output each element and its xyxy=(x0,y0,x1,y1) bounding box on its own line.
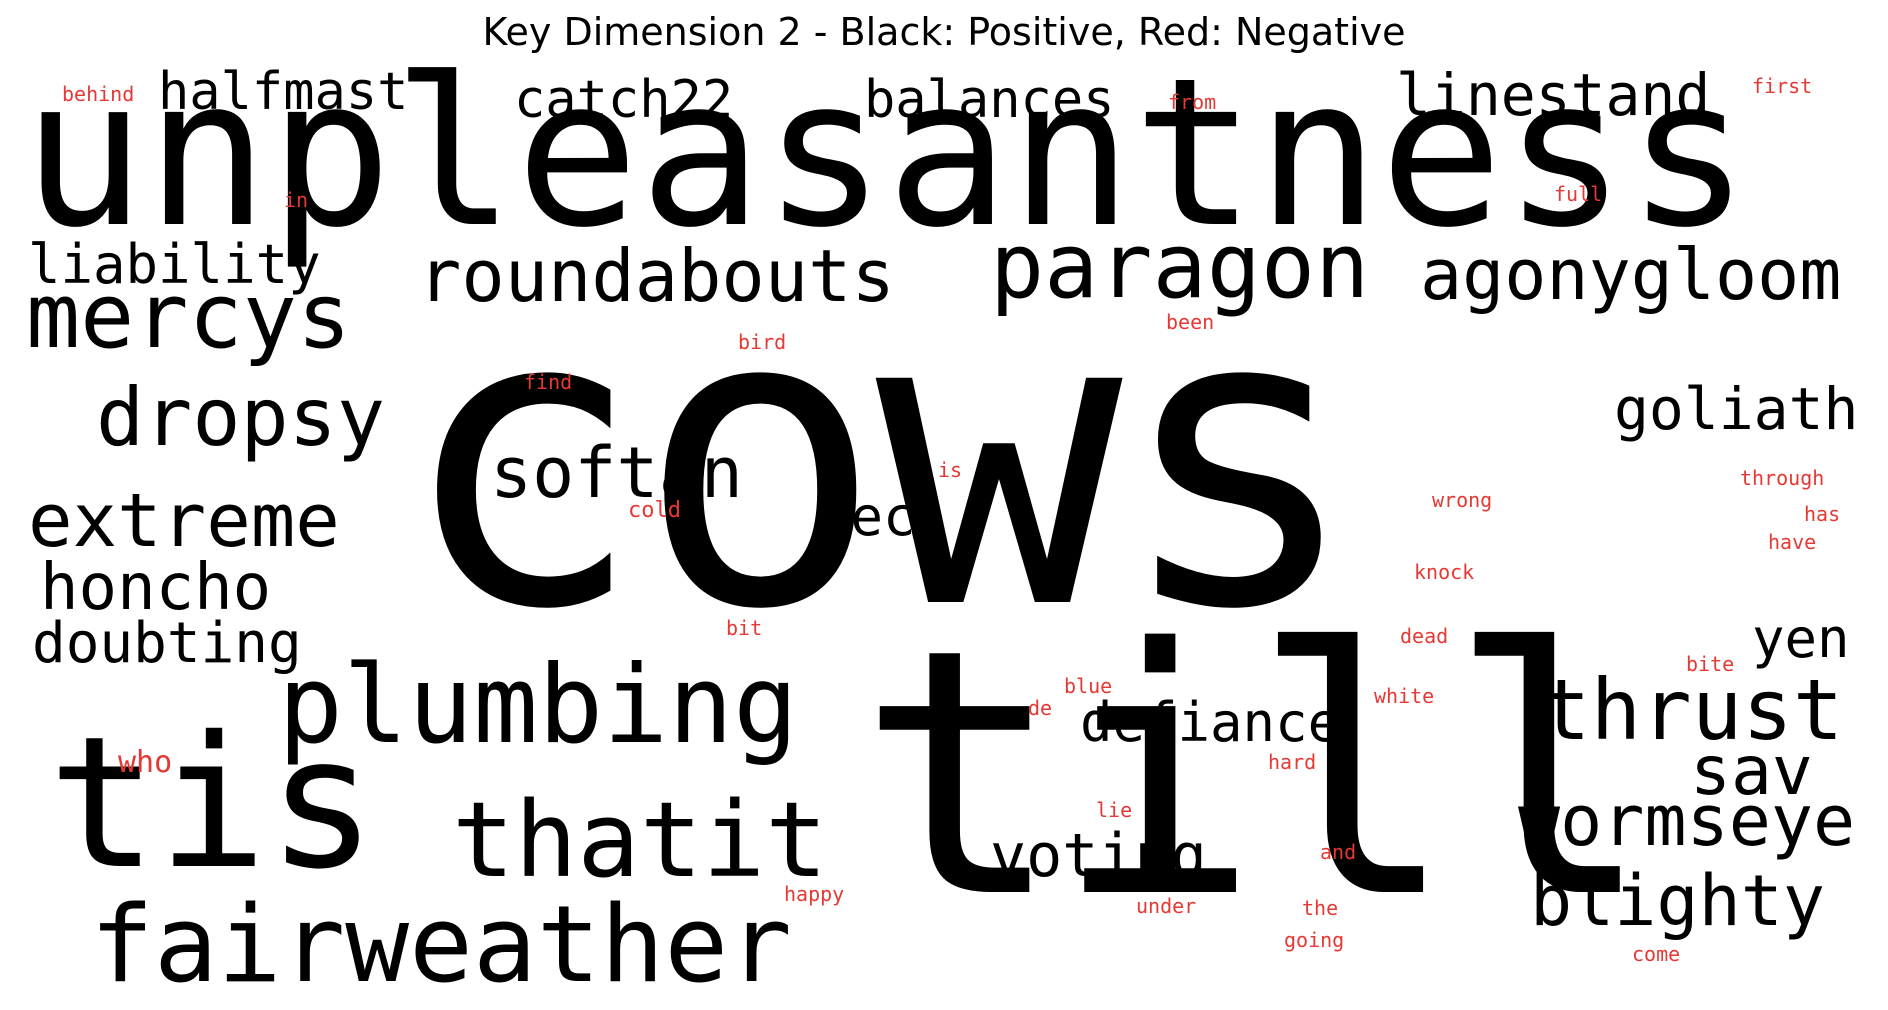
word-yen: yen xyxy=(1752,607,1850,670)
word-de: de xyxy=(1028,696,1053,720)
chart-title: Key Dimension 2 - Black: Positive, Red: … xyxy=(482,10,1406,54)
word-rec: rec xyxy=(818,485,916,548)
word-behind: behind xyxy=(62,82,135,106)
word-knock: knock xyxy=(1414,560,1475,584)
word-dead: dead xyxy=(1400,624,1449,648)
word-plumbing: plumbing xyxy=(278,643,799,768)
word-blue: blue xyxy=(1064,674,1113,698)
word-sav: sav xyxy=(1690,732,1813,811)
word-softan: softan xyxy=(490,432,743,514)
word-voting: voting xyxy=(990,821,1207,891)
word-come: come xyxy=(1632,942,1681,966)
word-thrust: thrust xyxy=(1540,661,1844,759)
word-through: through xyxy=(1740,466,1825,490)
word-roundabouts: roundabouts xyxy=(418,234,895,318)
word-wormseye: wormseye xyxy=(1518,780,1856,862)
word-is: is xyxy=(938,458,963,482)
word-halfmast: halfmast xyxy=(158,62,409,122)
word-and: and xyxy=(1320,840,1357,864)
word-goliath: goliath xyxy=(1614,375,1859,443)
word-liability: liability xyxy=(28,233,321,296)
word-from: from xyxy=(1168,90,1217,114)
word-going: going xyxy=(1284,928,1345,952)
word-cows: cows xyxy=(398,221,1361,699)
word-honcho: honcho xyxy=(40,551,272,625)
word-have: have xyxy=(1768,530,1817,554)
word-dropsy: dropsy xyxy=(96,371,385,464)
word-hard: hard xyxy=(1268,750,1317,774)
word-agonygloom: agonygloom xyxy=(1420,234,1842,316)
word-bite: bite xyxy=(1686,652,1735,676)
word-till: till xyxy=(858,577,1653,973)
word-blighty: blighty xyxy=(1530,860,1826,942)
word-in: in xyxy=(284,188,309,212)
word-the: the xyxy=(1302,896,1339,920)
word-who: who xyxy=(118,745,173,780)
word-cold: cold xyxy=(628,498,681,523)
word-fairweather: fairweather xyxy=(90,883,792,1006)
word-first: first xyxy=(1752,74,1813,98)
word-wrong: wrong xyxy=(1432,488,1493,512)
word-tis: tis xyxy=(48,697,377,909)
word-white: white xyxy=(1374,684,1435,708)
word-doubting: doubting xyxy=(32,611,302,676)
word-bird: bird xyxy=(738,330,787,354)
word-full: full xyxy=(1554,182,1603,206)
word-unpleasantness: unpleasantness xyxy=(22,35,1750,273)
word-linestand: linestand xyxy=(1396,61,1711,129)
word-paragon: paragon xyxy=(990,214,1370,319)
word-bit: bit xyxy=(726,616,763,640)
word-thatit: thatit xyxy=(452,779,828,901)
word-find: find xyxy=(524,370,573,394)
word-extreme: extreme xyxy=(28,478,340,564)
word-under: under xyxy=(1136,894,1197,918)
word-lie: lie xyxy=(1096,798,1133,822)
word-happy: happy xyxy=(784,882,845,906)
word-balances: balances xyxy=(864,70,1115,130)
word-mercys: mercys xyxy=(26,264,352,369)
word-catch22: catch22 xyxy=(514,70,734,130)
word-been: been xyxy=(1166,310,1215,334)
word-defiance: defiance xyxy=(1080,691,1341,754)
word-has: has xyxy=(1804,502,1841,526)
